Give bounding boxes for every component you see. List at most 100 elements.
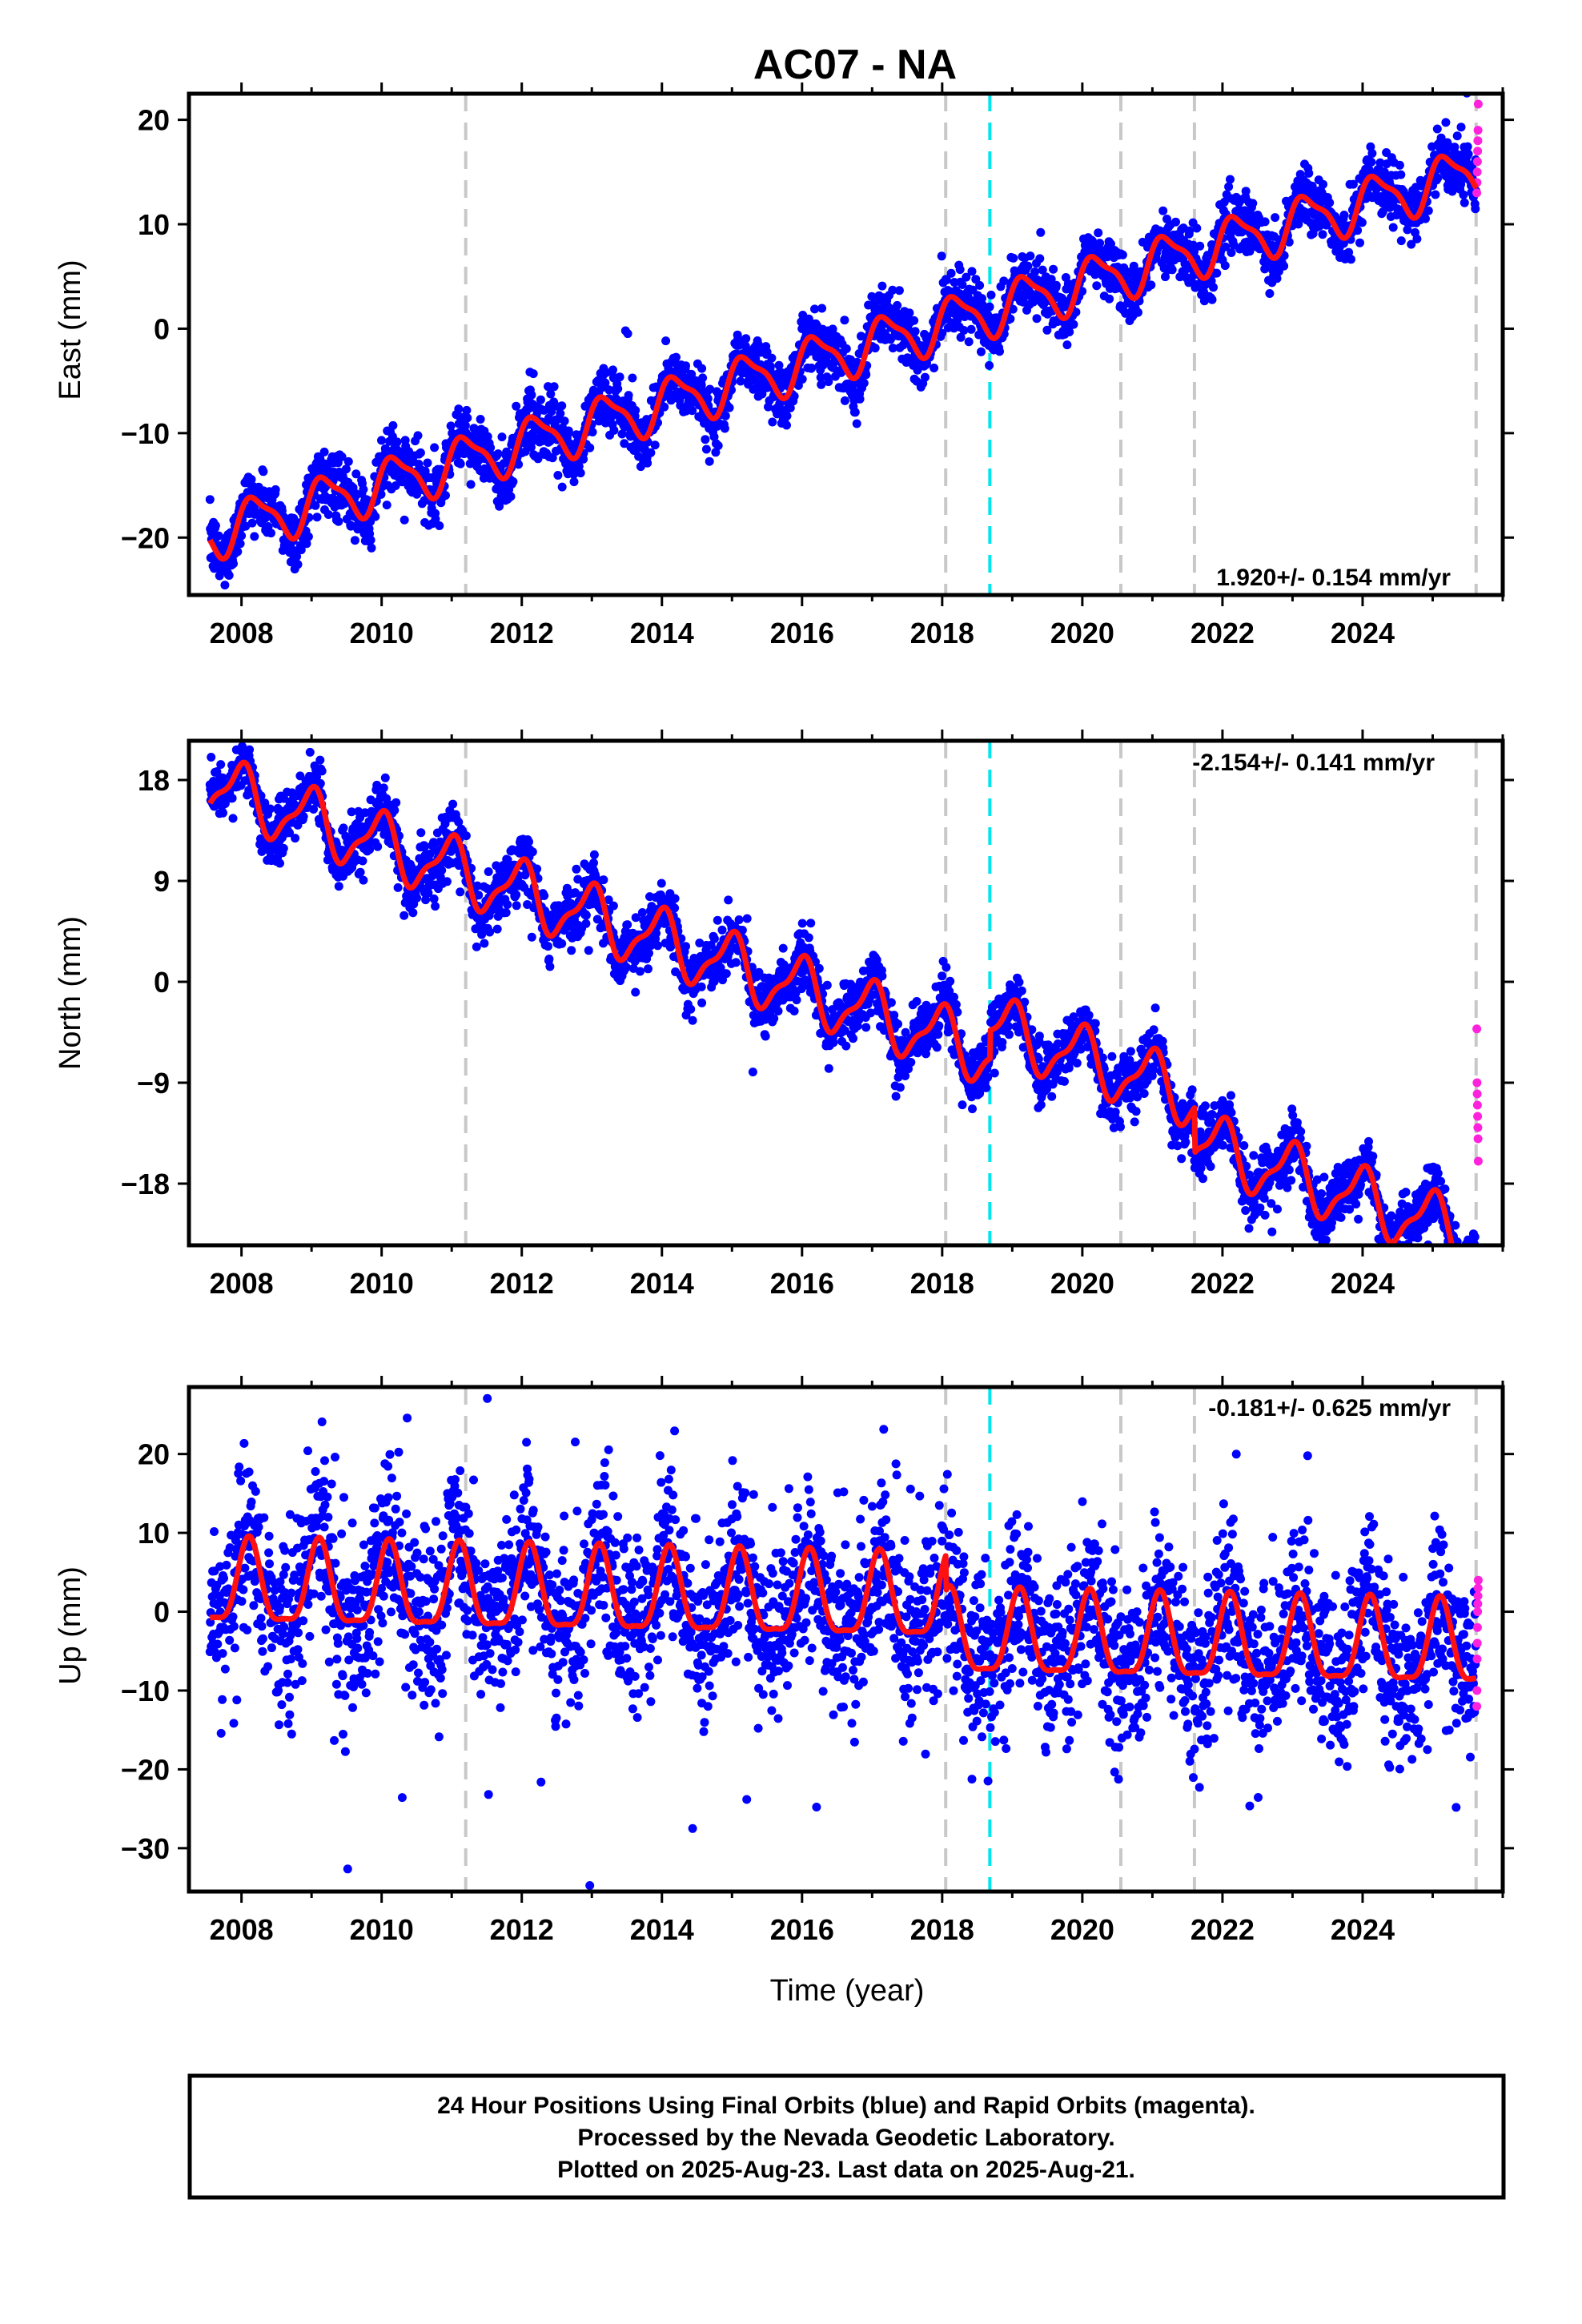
east-point [574,461,584,471]
east-xtick-label: 2012 [490,617,554,649]
north-point [299,812,308,822]
north-point [631,987,640,997]
north-point [359,875,368,885]
east-point [687,369,697,379]
east-point [754,340,764,350]
east-point [1304,168,1314,178]
east-point [506,492,516,501]
east-point [1220,261,1230,271]
east-point [964,337,974,347]
east-point [1452,131,1462,141]
east-point [703,394,713,404]
north-point [216,760,226,770]
east-point [617,429,627,439]
east-rapid-point [1473,136,1483,146]
east-point [797,375,807,384]
east-point [697,364,707,373]
east-point [705,384,715,394]
north-point [380,773,390,782]
east-point [557,482,567,492]
north-point [207,753,216,762]
east-point [229,559,238,569]
east-point [986,290,996,300]
north-point [721,969,731,979]
east-point [334,517,343,526]
east-point [441,491,450,501]
east-point [985,360,994,370]
east-point [1431,190,1440,199]
east-rapid-point [1472,188,1482,198]
east-point [905,308,914,318]
east-point [549,382,559,392]
north-point [734,915,744,924]
east-point [762,348,772,356]
east-point [388,420,398,430]
east-point [1464,149,1473,159]
east-rate-label: 1.920+/- 0.154 mm/yr [1216,565,1451,591]
east-point [250,532,259,541]
east-point [1195,241,1205,251]
north-point [792,995,801,1005]
east-point [757,389,767,399]
north-point [442,877,452,887]
north-point [512,901,521,911]
north-point [461,831,471,841]
east-point [1463,142,1472,151]
east-point [1171,217,1180,227]
east-point [1227,248,1236,257]
east-ytick-label: −10 [121,417,170,450]
north-point [412,893,422,903]
north-point [773,1007,783,1015]
north-point [724,895,733,905]
east-point [1207,295,1217,304]
north-point [545,962,555,971]
east-point [367,543,376,553]
east-point [1318,230,1327,239]
east-point [312,513,322,522]
east-point [985,302,994,312]
east-point [711,448,721,457]
east-point [1049,264,1058,274]
north-point [373,842,383,851]
east-point [392,437,402,447]
north-point [480,939,489,948]
east-point [609,425,619,435]
east-point [1118,250,1127,259]
east-point [1224,182,1234,191]
east-point [267,529,275,538]
east-point [502,447,512,456]
north-point [503,900,512,910]
east-point [1095,239,1105,248]
north-point [644,948,653,958]
east-rapid-point [1472,157,1482,167]
east-ytick-label: 0 [154,312,170,345]
east-point [736,376,745,386]
east-point [681,361,690,371]
east-point [782,420,791,430]
east-point [292,552,302,561]
north-point [391,798,401,807]
east-point [859,378,869,388]
north-point [448,799,458,809]
north-point [512,890,521,899]
east-point [855,394,865,404]
east-point [1471,204,1480,214]
east-point [366,535,375,545]
east-point [701,435,710,444]
east-point [293,560,303,569]
east-point [1396,236,1406,246]
east-point [937,251,946,261]
east-point [1441,118,1451,127]
north-point [245,745,255,754]
east-point [585,443,595,452]
east-point [894,286,904,296]
east-point [1062,340,1072,350]
east-point [528,369,538,379]
east-point [493,449,503,459]
east-point [643,458,652,468]
east-point [930,364,939,372]
north-point [637,908,647,917]
east-point [560,416,569,426]
